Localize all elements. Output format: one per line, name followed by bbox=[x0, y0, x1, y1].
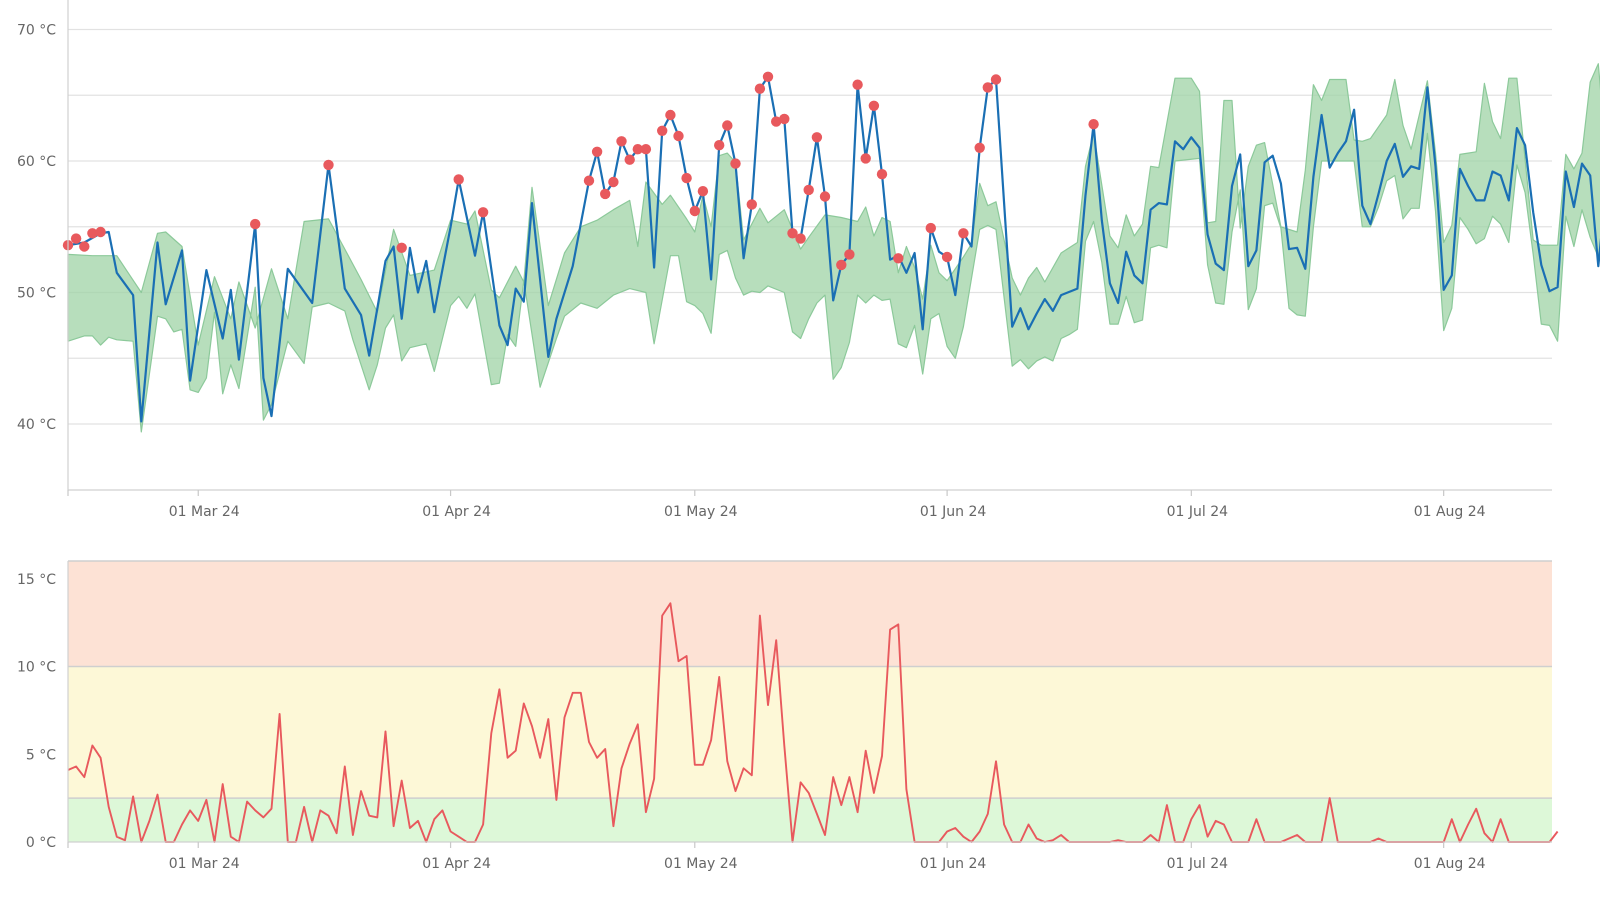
deviation-chart: 0 °C 5 °C 10 °C 15 °C 01 Mar 24 01 Apr 24 01 M… bbox=[17, 560, 1559, 872]
expected-range-area bbox=[67, 63, 1600, 433]
anomaly-point bbox=[689, 205, 700, 217]
threshold-band bbox=[68, 561, 1552, 667]
x-tick-label: 01 Jun 24 bbox=[920, 856, 986, 872]
anomaly-point bbox=[974, 142, 985, 153]
anomaly-point bbox=[868, 100, 880, 112]
anomaly-point bbox=[600, 188, 611, 200]
anomaly-point bbox=[982, 82, 993, 93]
anomaly-point bbox=[591, 146, 603, 157]
anomaly-point bbox=[87, 228, 98, 239]
anomaly-point bbox=[990, 74, 1002, 85]
anomaly-point bbox=[787, 228, 798, 239]
y-tick-label: 10 °C bbox=[17, 660, 56, 676]
temperature-axes: 40 °C 50 °C 60 °C 70 °C 01 Mar 24 01 Apr 24 01… bbox=[17, 0, 1552, 520]
anomaly-point bbox=[608, 176, 619, 188]
x-tick-label: 01 May 24 bbox=[664, 856, 738, 872]
threshold-band bbox=[68, 798, 1552, 842]
anomaly-markers bbox=[62, 71, 1099, 271]
x-tick-label: 01 Apr 24 bbox=[422, 504, 491, 520]
expected-range-band bbox=[67, 63, 1600, 433]
anomaly-point bbox=[79, 241, 90, 252]
anomaly-point bbox=[624, 154, 635, 165]
anomaly-point bbox=[893, 253, 904, 264]
y-tick-label: 70 °C bbox=[17, 23, 56, 39]
y-tick-label: 50 °C bbox=[17, 286, 56, 302]
y-tick-label: 40 °C bbox=[17, 417, 56, 433]
anomaly-point bbox=[697, 186, 709, 197]
anomaly-point bbox=[941, 251, 953, 263]
anomaly-point bbox=[844, 249, 855, 260]
anomaly-point bbox=[795, 233, 806, 244]
anomaly-point bbox=[1088, 119, 1099, 130]
anomaly-point bbox=[811, 132, 823, 143]
y-tick-label: 0 °C bbox=[26, 835, 56, 851]
anomaly-point bbox=[762, 71, 774, 83]
anomaly-point bbox=[70, 233, 82, 244]
anomaly-point bbox=[836, 259, 847, 271]
anomaly-point bbox=[722, 120, 733, 131]
anomaly-point bbox=[779, 113, 790, 125]
anomaly-point bbox=[730, 158, 741, 169]
anomaly-point bbox=[754, 83, 766, 94]
x-tick-label: 01 Apr 24 bbox=[422, 856, 491, 872]
anomaly-point bbox=[453, 174, 464, 185]
x-tick-label: 01 Mar 24 bbox=[169, 856, 240, 872]
threshold-band bbox=[68, 666, 1552, 799]
anomaly-point bbox=[876, 169, 888, 180]
x-tick-label: 01 Aug 24 bbox=[1414, 856, 1486, 872]
anomaly-point bbox=[803, 184, 814, 196]
temperature-chart: 40 °C 50 °C 60 °C 70 °C 01 Mar 24 01 Apr 24 01… bbox=[17, 0, 1600, 520]
anomaly-point bbox=[477, 207, 489, 218]
anomaly-point bbox=[852, 79, 863, 90]
y-tick-label: 60 °C bbox=[17, 154, 56, 170]
anomaly-point bbox=[746, 199, 757, 210]
anomaly-point bbox=[95, 226, 106, 238]
anomaly-point bbox=[583, 175, 595, 186]
anomaly-point bbox=[665, 109, 676, 121]
anomaly-point bbox=[250, 218, 261, 230]
anomaly-point bbox=[819, 191, 831, 202]
anomaly-point bbox=[714, 140, 725, 151]
anomaly-point bbox=[771, 116, 782, 127]
anomaly-point bbox=[860, 153, 871, 164]
anomaly-point bbox=[925, 222, 936, 234]
anomaly-point bbox=[673, 130, 684, 142]
x-tick-label: 01 Jun 24 bbox=[920, 504, 986, 520]
x-tick-label: 01 Jul 24 bbox=[1167, 504, 1229, 520]
anomaly-point bbox=[681, 172, 692, 184]
anomaly-point bbox=[632, 144, 643, 155]
deviation-axes: 0 °C 5 °C 10 °C 15 °C 01 Mar 24 01 Apr 24 01 M… bbox=[17, 561, 1552, 872]
anomaly-point bbox=[616, 136, 627, 147]
y-tick-label: 15 °C bbox=[17, 572, 56, 588]
x-tick-label: 01 May 24 bbox=[664, 504, 738, 520]
y-tick-label: 5 °C bbox=[26, 747, 56, 763]
anomaly-point bbox=[657, 125, 668, 136]
x-tick-label: 01 Jul 24 bbox=[1167, 856, 1229, 872]
anomaly-point bbox=[396, 242, 407, 253]
anomaly-point bbox=[640, 144, 652, 155]
x-tick-label: 01 Mar 24 bbox=[169, 504, 240, 520]
anomaly-point bbox=[958, 228, 969, 239]
deviation-threshold-bands bbox=[68, 560, 1552, 842]
anomaly-point bbox=[323, 159, 334, 171]
x-tick-label: 01 Aug 24 bbox=[1414, 504, 1486, 520]
